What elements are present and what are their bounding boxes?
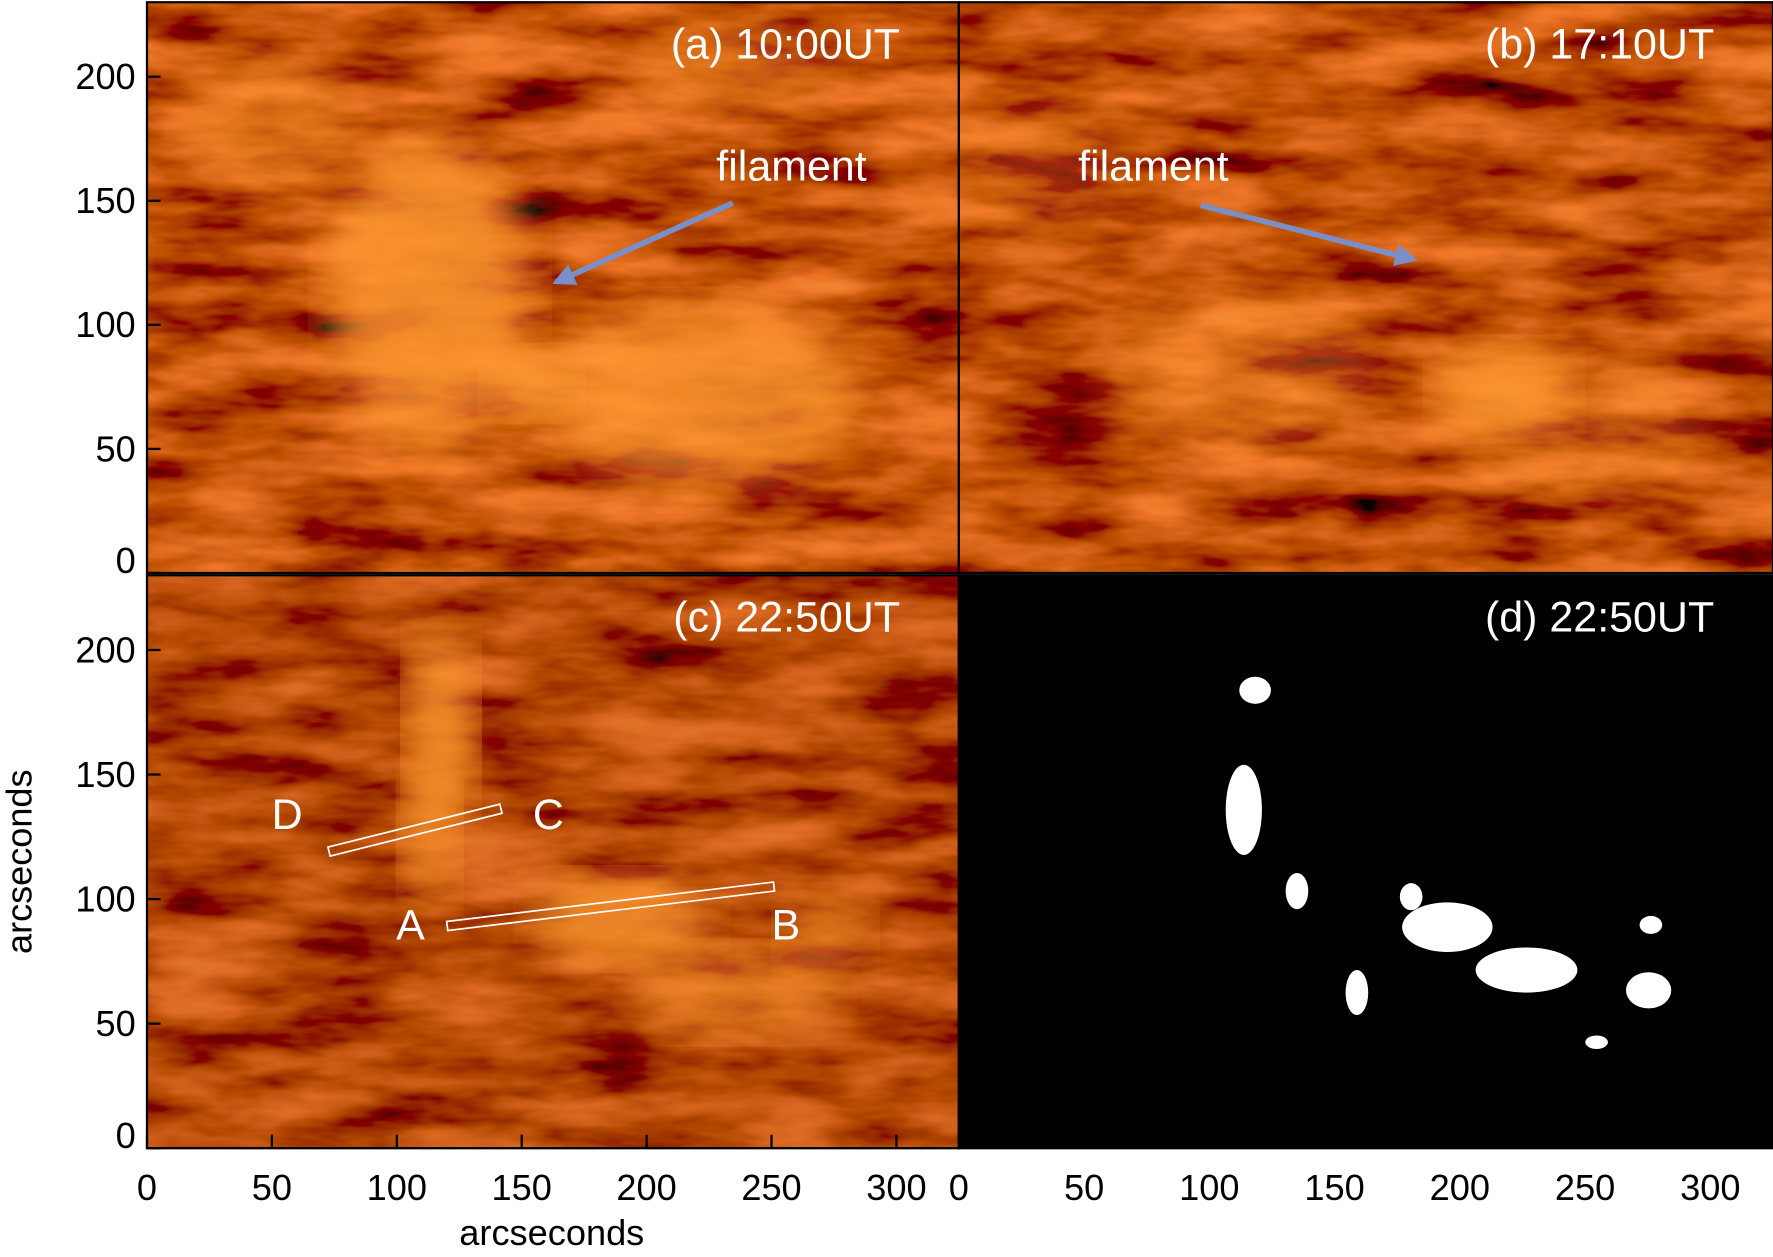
panel (958, 575, 1773, 1149)
x-tick-label: 150 (492, 1167, 552, 1208)
y-tick-label: 100 (75, 304, 135, 345)
x-tick-label: 50 (252, 1167, 292, 1208)
slit-box (445, 881, 776, 932)
bright-region (1458, 360, 1708, 497)
y-tick-label: 150 (75, 754, 135, 795)
x-tick-label: 200 (616, 1167, 676, 1208)
bright-region (180, 56, 362, 192)
bright-region (633, 947, 837, 1038)
y-tick-label: 50 (95, 428, 135, 469)
mask-blob (1239, 676, 1271, 704)
bright-region (1108, 293, 1380, 452)
x-tick-label: 0 (949, 1167, 969, 1208)
bright-region (327, 135, 532, 452)
image-texture (958, 2, 1773, 573)
x-tick-label: 150 (1304, 1167, 1364, 1208)
arrow (1200, 202, 1418, 266)
mask-blob (1285, 873, 1309, 910)
bright-region (780, 891, 871, 982)
y-tick-label: 150 (75, 180, 135, 221)
annotation: B (772, 902, 801, 950)
x-tick-label: 250 (1555, 1167, 1615, 1208)
bright-region (961, 101, 1120, 237)
frame (957, 574, 1773, 1150)
annotation: filament (1078, 143, 1229, 191)
bright-region (542, 304, 860, 486)
x-tick-label: 200 (1430, 1167, 1490, 1208)
y-tick-label: 50 (95, 1003, 135, 1044)
x-tick-label: 300 (1680, 1167, 1740, 1208)
annotation: C (533, 791, 564, 839)
mask-blob (1639, 915, 1663, 934)
mask-blob (1399, 883, 1423, 911)
annotation: A (396, 902, 425, 950)
x-tick-label: 100 (367, 1167, 427, 1208)
mask-blob (1402, 902, 1493, 952)
image-texture (146, 575, 959, 1149)
panel-title: (a) 10:00UT (671, 21, 900, 69)
slit-box (326, 803, 504, 858)
x-tick-label: 0 (137, 1167, 157, 1208)
annotation: filament (716, 143, 867, 191)
x-tick-label: 50 (1064, 1167, 1104, 1208)
y-tick-label: 200 (75, 629, 135, 670)
arrow (552, 200, 734, 285)
panel (958, 2, 1773, 573)
panel-title: (b) 17:10UT (1485, 21, 1714, 69)
y-tick-label: 0 (116, 540, 136, 581)
x-tick-label: 250 (741, 1167, 801, 1208)
mask-blob (1345, 970, 1369, 1016)
panel (146, 575, 959, 1149)
y-tick-label: 100 (75, 879, 135, 920)
frame (957, 1, 1773, 575)
x-axis-label: arcseconds (459, 1212, 644, 1252)
panel (146, 2, 959, 573)
mask-bg (958, 575, 1773, 1149)
bright-region (486, 349, 577, 418)
mask-blob (1626, 972, 1672, 1009)
annotation: D (272, 791, 303, 839)
mask-blob (1475, 947, 1578, 993)
bright-region (633, 22, 837, 113)
bright-region (401, 766, 458, 903)
bright-region (531, 874, 713, 965)
mask-blob (1585, 1035, 1608, 1049)
panel-title: (c) 22:50UT (673, 594, 900, 642)
x-tick-label: 300 (866, 1167, 926, 1208)
y-tick-label: 200 (75, 56, 135, 97)
y-tick-label: 0 (116, 1115, 136, 1156)
x-tick-label: 100 (1179, 1167, 1239, 1208)
mask-blob (1225, 764, 1262, 855)
y-axis-label: arcseconds (0, 769, 40, 954)
panel-title: (d) 22:50UT (1485, 594, 1714, 642)
